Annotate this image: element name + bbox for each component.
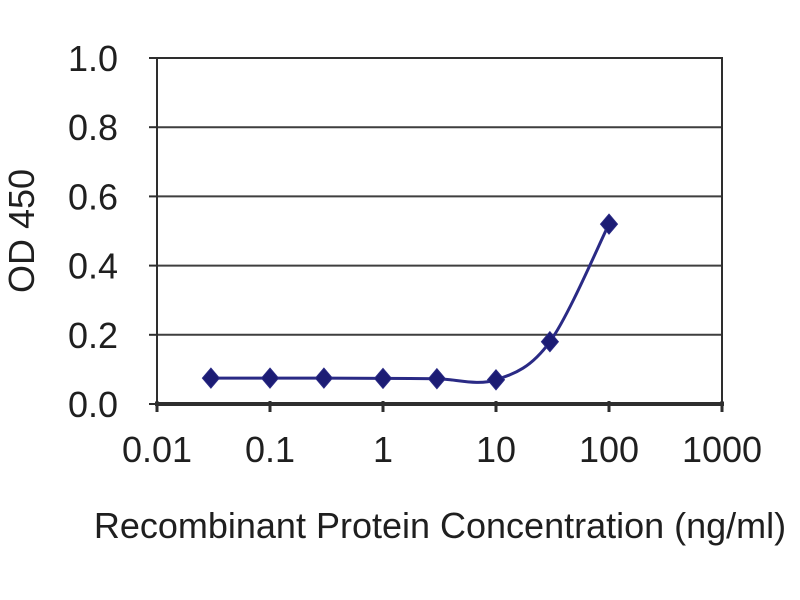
x-tick-label: 1 xyxy=(373,429,393,470)
data-point-marker xyxy=(314,367,334,389)
y-axis-title: OD 450 xyxy=(1,168,42,294)
x-tick-label: 100 xyxy=(579,429,639,470)
plot-frame xyxy=(156,57,723,405)
data-point-marker xyxy=(599,213,619,235)
x-axis-title: Recombinant Protein Concentration (ng/ml… xyxy=(93,505,787,546)
series-line xyxy=(209,222,611,384)
x-tick-label: 1000 xyxy=(682,429,762,470)
x-tick-label: 0.01 xyxy=(122,429,192,470)
data-point-marker xyxy=(540,330,560,353)
data-point-marker xyxy=(260,367,280,389)
y-tick-label: 1.0 xyxy=(68,38,118,79)
data-point-marker xyxy=(486,369,506,391)
x-tick-label: 0.1 xyxy=(245,429,295,470)
x-tick-label: 10 xyxy=(476,429,516,470)
y-tick-label: 0.0 xyxy=(68,384,118,425)
y-tick-label: 0.8 xyxy=(68,107,118,148)
data-point-marker xyxy=(427,367,447,390)
y-tick-label: 0.6 xyxy=(68,176,118,217)
y-tick-label: 0.2 xyxy=(68,315,118,356)
y-tick-label: 0.4 xyxy=(68,246,118,287)
data-point-marker xyxy=(201,367,221,389)
data-point-marker xyxy=(373,367,393,390)
